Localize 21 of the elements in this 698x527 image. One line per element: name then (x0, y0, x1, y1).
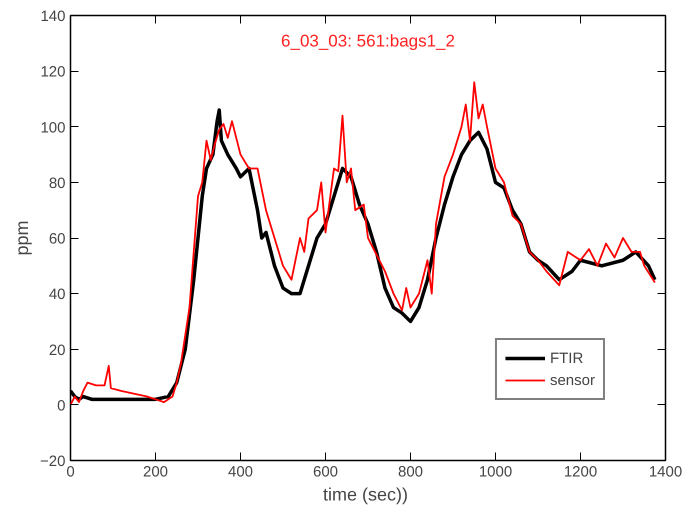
y-tick-label: 40 (48, 286, 66, 304)
x-tick-label: 400 (228, 464, 254, 480)
y-axis-title: ppm (12, 220, 32, 256)
x-tick-label: 200 (142, 464, 168, 480)
legend-label: FTIR (550, 350, 584, 366)
y-tick-label: 100 (40, 119, 66, 136)
x-tick-label: 1400 (648, 464, 682, 480)
y-tick-label: 20 (48, 342, 66, 359)
text: 6_03_03: 561:bags1_2 (281, 32, 455, 50)
x-tick-label: 600 (312, 464, 338, 480)
x-tick-label: 800 (398, 464, 424, 480)
x-tick-label: 1200 (564, 464, 598, 480)
y-tick-label: 120 (40, 64, 66, 81)
y-tick-label: −20 (40, 453, 66, 470)
y-tick-label: 140 (40, 8, 66, 25)
x-axis-title: time (sec)) (323, 484, 408, 504)
y-tick-label: 80 (48, 174, 66, 192)
y-tick-label: 60 (48, 230, 66, 248)
y-tick-label: 0 (57, 397, 66, 414)
x-tick-label: 1000 (478, 464, 512, 480)
legend-label: sensor (550, 372, 595, 388)
